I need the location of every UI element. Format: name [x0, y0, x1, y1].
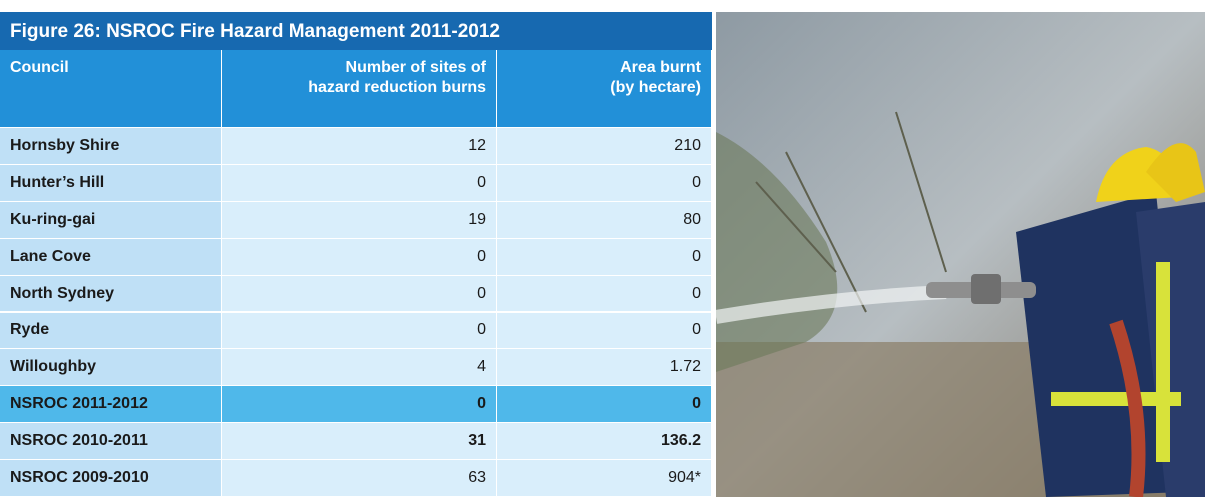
row-header: Hornsby Shire — [0, 128, 222, 165]
photo — [716, 12, 1205, 497]
table-cell: 0 — [497, 238, 712, 276]
table-cell: 210 — [497, 128, 712, 165]
column-header: Council — [0, 50, 222, 128]
table-title: Figure 26: NSROC Fire Hazard Management … — [0, 12, 712, 50]
table-cell: 0 — [222, 238, 497, 276]
table-cell: 4 — [222, 349, 497, 387]
table-cell: 80 — [497, 201, 712, 239]
table-cell: 904* — [497, 460, 712, 497]
table-cell: 0 — [222, 386, 497, 424]
table-cell: 1.72 — [497, 349, 712, 387]
table-cell: 0 — [222, 275, 497, 313]
row-header: Lane Cove — [0, 238, 222, 276]
row-header: Ryde — [0, 312, 222, 350]
table-cell: 0 — [497, 386, 712, 424]
row-header: Hunter’s Hill — [0, 164, 222, 202]
row-header: NSROC 2010-2011 — [0, 423, 222, 461]
table: Figure 26: NSROC Fire Hazard Management … — [0, 12, 712, 497]
table-cell: 31 — [222, 423, 497, 461]
row-header: North Sydney — [0, 275, 222, 313]
table-cell: 12 — [222, 128, 497, 165]
row-header: NSROC 2011-2012 — [0, 386, 222, 424]
table-cell: 136.2 — [497, 423, 712, 461]
table-cell: 0 — [497, 312, 712, 350]
row-header: Ku-ring-gai — [0, 201, 222, 239]
table-cell: 63 — [222, 460, 497, 497]
row-header: Willoughby — [0, 349, 222, 387]
table-cell: 0 — [497, 275, 712, 313]
table-cell: 0 — [497, 164, 712, 202]
table-cell: 0 — [222, 312, 497, 350]
table-cell: 19 — [222, 201, 497, 239]
column-header: Number of sites of hazard reduction burn… — [222, 50, 497, 128]
table-cell: 0 — [222, 164, 497, 202]
column-header: Area burnt (by hectare) — [497, 50, 712, 128]
row-header: NSROC 2009-2010 — [0, 460, 222, 497]
